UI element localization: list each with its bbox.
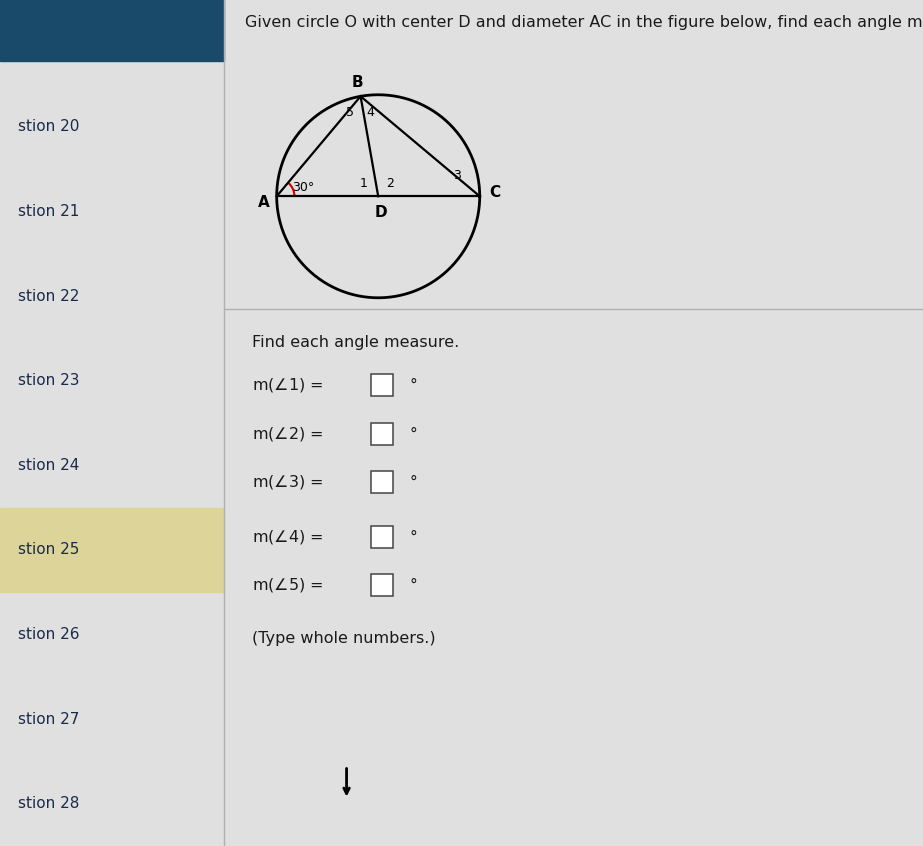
Text: °: ° [410,377,417,393]
Text: m($\angle$3) =: m($\angle$3) = [252,473,325,492]
Text: C: C [489,184,500,200]
Text: A: A [258,195,270,210]
Text: m($\angle$5) =: m($\angle$5) = [252,576,325,595]
Text: °: ° [410,426,417,442]
Text: on list: on list [18,21,86,40]
Text: m($\angle$4) =: m($\angle$4) = [252,528,325,547]
Text: D: D [375,205,388,220]
Text: B: B [352,74,364,90]
Bar [0,0,224,61]
Text: Find each angle measure.: Find each angle measure. [252,335,460,350]
Text: stion 24: stion 24 [18,458,79,473]
Text: 30°: 30° [292,181,314,194]
Text: 4: 4 [366,106,375,119]
Text: °: ° [410,578,417,593]
Bar [0,508,224,592]
Text: stion 22: stion 22 [18,288,79,304]
Text: m($\angle$1) =: m($\angle$1) = [252,376,325,394]
Text: stion 20: stion 20 [18,119,79,135]
Text: 5: 5 [346,106,354,119]
Text: stion 27: stion 27 [18,711,79,727]
Text: stion 25: stion 25 [18,542,79,558]
Text: stion 28: stion 28 [18,796,79,811]
Text: °: ° [410,475,417,490]
Text: stion 23: stion 23 [18,373,79,388]
Text: stion 26: stion 26 [18,627,79,642]
Text: $|\leftarrow$: $|\leftarrow$ [162,19,187,41]
Text: 2: 2 [387,177,394,190]
Text: Given circle O with center D and diameter AC in the figure below, find each angl: Given circle O with center D and diamete… [246,15,923,30]
Text: 3: 3 [453,169,462,183]
Text: (Type whole numbers.): (Type whole numbers.) [252,631,436,646]
Text: °: ° [410,530,417,545]
Text: 1: 1 [360,177,368,190]
Text: stion 21: stion 21 [18,204,79,219]
Text: m($\angle$2) =: m($\angle$2) = [252,425,325,443]
